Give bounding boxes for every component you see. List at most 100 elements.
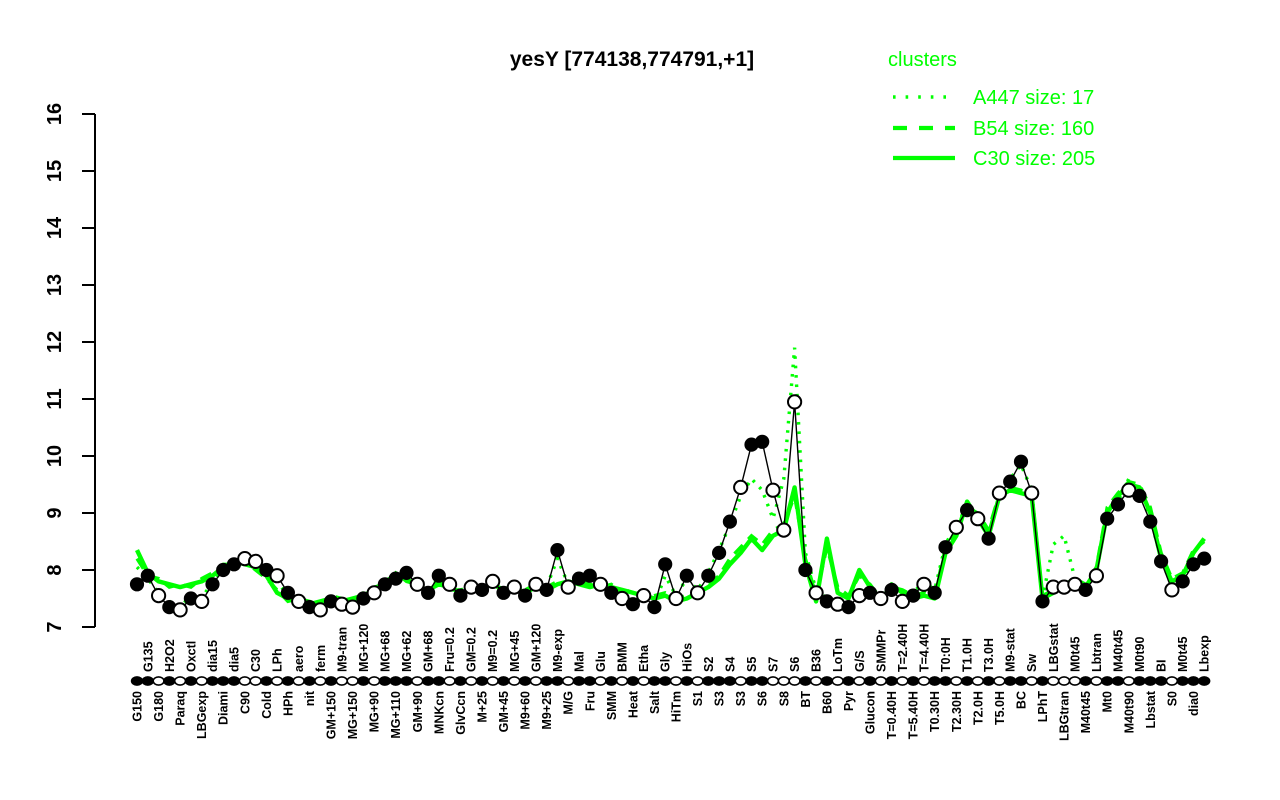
data-point-filled — [927, 585, 942, 600]
condition-dot — [853, 676, 866, 686]
x-axis-label-bottom: M9+25 — [540, 691, 554, 730]
data-point-filled — [647, 600, 662, 615]
condition-dot — [561, 676, 575, 686]
condition-dot — [874, 676, 887, 686]
x-axis-label-bottom: Diami — [217, 691, 231, 725]
x-axis-label-bottom: T5.0H — [993, 691, 1007, 725]
condition-dot — [551, 676, 564, 686]
condition-dot — [389, 676, 402, 686]
legend-entry-b54: B54 size: 160 — [893, 118, 1094, 140]
condition-dot — [508, 676, 521, 686]
x-axis-label-bottom: HPh — [281, 691, 295, 716]
data-point-open — [312, 602, 328, 618]
x-axis-label-bottom: T2.0H — [971, 691, 985, 725]
condition-dot — [1003, 676, 1017, 686]
x-axis-label-bottom: Paraq — [174, 691, 188, 726]
x-axis-label-top: H2O2 — [163, 639, 177, 672]
condition-dot — [1154, 676, 1168, 686]
condition-dot — [626, 676, 640, 686]
data-point-open — [172, 602, 188, 618]
condition-dot — [809, 676, 823, 686]
condition-dot — [1144, 676, 1157, 686]
x-axis-label-top: S2 — [702, 657, 716, 672]
condition-dot — [669, 676, 683, 686]
x-axis-label-top: Gly — [659, 652, 673, 672]
condition-dot — [1100, 676, 1114, 686]
condition-dot — [454, 676, 467, 686]
condition-dot — [755, 676, 769, 686]
data-point-filled — [1035, 594, 1050, 609]
condition-dot — [529, 676, 543, 686]
data-point-filled — [1110, 497, 1126, 512]
x-axis-label-top: G/S — [853, 650, 867, 672]
data-point-open — [345, 599, 361, 615]
x-axis-label-bottom: GM+45 — [497, 691, 511, 732]
data-point-open — [668, 590, 684, 607]
data-point-filled — [474, 582, 490, 598]
data-point-open — [690, 585, 706, 601]
x-axis-label-top: M9-exp — [551, 629, 565, 672]
x-axis-label-bottom: MG+110 — [389, 691, 403, 739]
data-point-filled — [884, 582, 899, 598]
x-axis-label-bottom: B60 — [820, 691, 834, 714]
y-tick-label: 13 — [44, 274, 66, 296]
data-point-filled — [1100, 511, 1115, 526]
x-axis-label-bottom: Lbstat — [1144, 690, 1158, 728]
condition-dot — [141, 676, 155, 686]
data-point-filled — [421, 585, 436, 600]
condition-dot — [346, 676, 359, 686]
legend-entry-label: B54 size: 160 — [973, 118, 1094, 140]
data-point-open — [733, 479, 749, 495]
x-axis-label-top: M40t45 — [1112, 630, 1126, 672]
condition-dot — [1133, 676, 1146, 686]
condition-dot — [238, 676, 252, 686]
condition-dot — [292, 676, 305, 686]
legend-entry-a447: A447 size: 17 — [893, 87, 1094, 109]
condition-dot — [658, 676, 672, 686]
condition-dot — [1111, 676, 1125, 686]
y-tick-label: 14 — [44, 216, 66, 239]
condition-dot — [648, 676, 661, 686]
condition-dot — [1047, 676, 1060, 686]
condition-dot — [314, 676, 327, 686]
condition-dot — [163, 676, 176, 686]
y-tick-label: 12 — [44, 331, 66, 353]
x-axis-label-top: dia15 — [206, 640, 220, 672]
x-axis-label-bottom: M40t90 — [1122, 691, 1136, 733]
x-axis-label-bottom: Heat — [626, 690, 640, 718]
condition-dot — [1197, 676, 1211, 686]
x-axis-label-top: MG+68 — [378, 631, 392, 672]
x-axis-label-top: T=4.40H — [917, 624, 931, 672]
condition-dot — [842, 676, 855, 686]
x-axis-label-top: M9-tran — [335, 627, 349, 672]
data-point-open — [506, 579, 522, 595]
x-axis-label-top: GM+68 — [422, 631, 436, 672]
data-point-filled — [906, 588, 921, 603]
data-point-open — [948, 519, 964, 535]
condition-dot — [303, 676, 316, 686]
condition-dot — [378, 676, 392, 686]
x-axis-label-top: BI — [1155, 660, 1169, 673]
x-axis-label-top: M9=0.2 — [486, 630, 500, 672]
x-axis-label-bottom: LBGexp — [195, 691, 209, 739]
x-axis-label-top: T1.0H — [961, 638, 975, 672]
x-axis-label-bottom: LBGtran — [1058, 691, 1072, 741]
condition-dot — [637, 676, 650, 686]
x-axis-label-bottom: M/G — [562, 691, 576, 715]
x-axis-label-top: M0t45 — [1068, 637, 1082, 672]
condition-dot — [1068, 676, 1082, 686]
cluster-line-c30 — [135, 482, 1206, 607]
data-point-open — [1164, 582, 1180, 598]
condition-dot — [615, 676, 629, 686]
x-axis-label-bottom: S1 — [691, 691, 705, 706]
x-axis-label-top: LPh — [271, 648, 285, 672]
data-point-filled — [1143, 514, 1158, 529]
data-point-open — [194, 593, 210, 610]
condition-dot — [723, 676, 737, 686]
x-axis-label-bottom: T=5.40H — [907, 691, 921, 739]
data-point-filled — [582, 568, 597, 583]
data-point-filled — [841, 600, 856, 615]
data-point-open — [787, 394, 803, 410]
data-point-filled — [518, 588, 533, 603]
